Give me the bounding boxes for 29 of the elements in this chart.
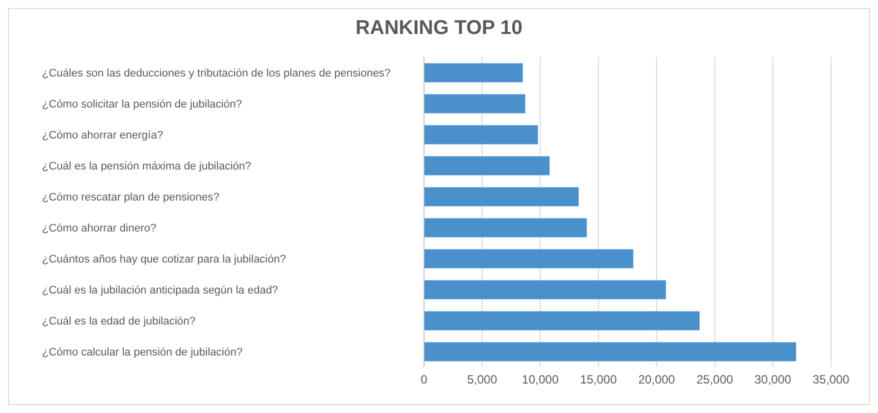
bar: [424, 187, 579, 206]
bar: [424, 311, 700, 330]
x-tick-label: 10,000: [522, 372, 559, 387]
bar: [424, 218, 587, 238]
y-tick-label: ¿Cuál es la jubilación anticipada según la edad?: [42, 284, 278, 296]
x-tick-label: 30,000: [754, 372, 792, 387]
y-tick-label: ¿Cómo solicitar la pensión de jubilación?: [42, 98, 242, 110]
x-tick-label: 25,000: [696, 372, 734, 387]
bar: [424, 249, 634, 268]
x-tick-label: 0: [420, 372, 428, 387]
y-tick-label: ¿Cómo ahorrar energía?: [42, 130, 164, 142]
y-tick-label: ¿Cuántos años hay que cotizar para la jubilación?: [42, 254, 286, 266]
chart-title: RANKING TOP 10: [354, 16, 524, 41]
bar: [424, 125, 538, 144]
y-tick-label: ¿Cómo rescatar plan de pensiones?: [42, 192, 220, 204]
y-tick-label: ¿Cómo calcular la pensión de jubilación?: [42, 346, 243, 358]
y-tick-label: ¿Cómo ahorrar dinero?: [42, 222, 156, 234]
x-tick-label: 20,000: [638, 372, 676, 387]
bar: [424, 63, 523, 82]
x-tick-label: 5,000: [467, 372, 498, 387]
y-tick-label: ¿Cuáles son las deducciones y tributación de los planes de pensiones?: [42, 68, 391, 80]
bar: [424, 342, 796, 362]
x-tick-label: 35,000: [812, 372, 850, 387]
x-tick-label: 15,000: [580, 372, 618, 387]
y-tick-label: ¿Cuál es la edad de jubilación?: [42, 316, 196, 328]
bar: [424, 156, 550, 176]
bar: [424, 280, 666, 300]
y-tick-label: ¿Cuál es la pensión máxima de jubilación?: [42, 160, 252, 172]
bar: [424, 94, 526, 114]
